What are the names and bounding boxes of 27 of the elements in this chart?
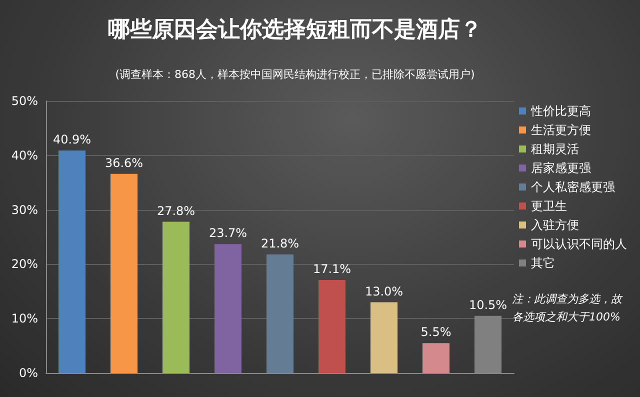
legend-label: 租期灵活 bbox=[531, 142, 579, 156]
data-label: 40.9% bbox=[52, 132, 92, 147]
legend-label: 生活更方便 bbox=[531, 123, 591, 137]
data-label: 5.5% bbox=[420, 325, 452, 340]
legend-label: 性价比更高 bbox=[530, 104, 591, 118]
y-tick-label: 50% bbox=[11, 94, 38, 108]
annotation: 注：此调查为多选，故各选项之和大于100% bbox=[512, 292, 623, 324]
legend-label: 居家感更强 bbox=[531, 161, 591, 175]
data-label: 27.8% bbox=[156, 204, 196, 218]
y-tick-label: 30% bbox=[11, 202, 38, 217]
data-label: 13.0% bbox=[364, 284, 404, 298]
y-tick-label: 0% bbox=[18, 366, 38, 380]
data-label: 17.1% bbox=[312, 262, 352, 276]
y-tick-label: 10% bbox=[11, 312, 38, 326]
legend-label: 更卫生 bbox=[531, 199, 567, 213]
data-label: 10.5% bbox=[468, 298, 508, 312]
legend-label: 入驻方便 bbox=[531, 218, 579, 232]
chart-title: 哪些原因会让你选择短租而不是酒店？ bbox=[108, 16, 482, 42]
y-tick-label: 20% bbox=[11, 257, 38, 272]
data-label: 21.8% bbox=[260, 236, 300, 250]
y-tick-label: 40% bbox=[11, 148, 38, 162]
legend-label: 其它 bbox=[531, 256, 555, 270]
chart-subtitle: (调查样本：868人，样本按中国网民结构进行校正，已排除不愿尝试用户) bbox=[115, 68, 475, 81]
legend-label: 可以认识不同的人 bbox=[531, 237, 627, 251]
legend-label: 个人私密感更强 bbox=[531, 180, 615, 194]
data-label: 23.7% bbox=[208, 226, 248, 240]
data-label: 36.6% bbox=[104, 156, 144, 170]
